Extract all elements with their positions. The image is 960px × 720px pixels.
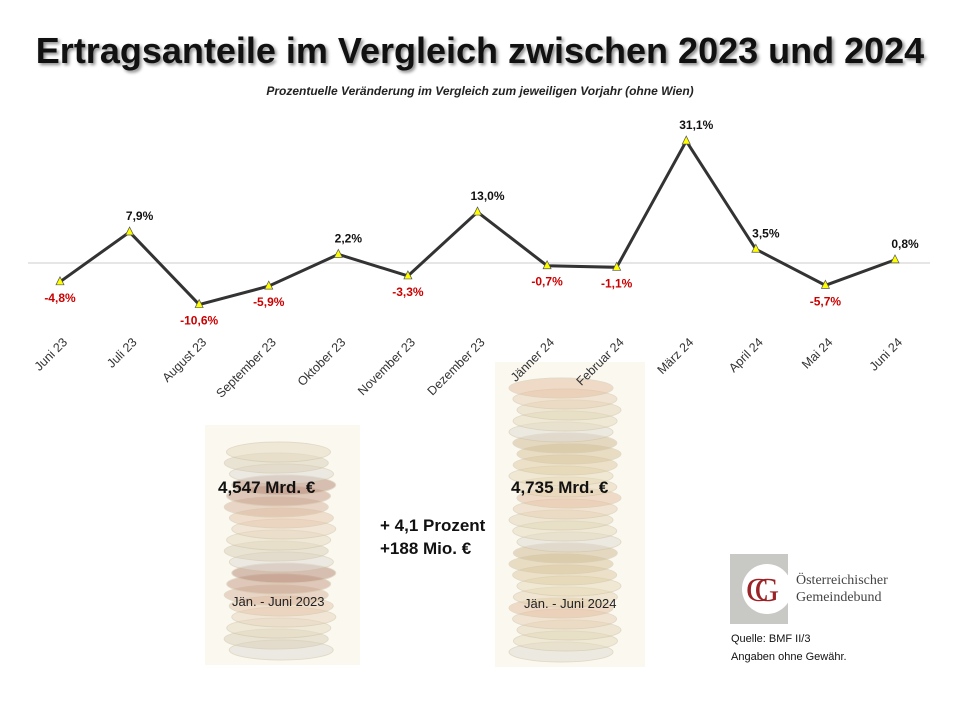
data-label: 31,1%: [679, 118, 713, 132]
x-tick-label: Februar 24: [574, 335, 627, 388]
data-label: 3,5%: [752, 226, 780, 240]
data-label: -1,1%: [601, 276, 633, 290]
data-label: -0,7%: [531, 275, 563, 289]
x-tick-label: April 24: [726, 335, 766, 375]
data-label: 13,0%: [470, 189, 504, 203]
data-point-marker: [681, 135, 691, 145]
x-tick-label: September 23: [213, 335, 278, 400]
logo-text-line2: Gemeindebund: [796, 590, 882, 605]
x-tick-label: August 23: [160, 335, 210, 385]
data-label: -5,7%: [810, 294, 842, 308]
data-point-marker: [125, 226, 135, 236]
data-point-marker: [333, 248, 343, 258]
data-point-marker: [820, 279, 830, 289]
data-point-marker: [264, 280, 274, 290]
coin: [225, 441, 331, 463]
x-tick-label: Juni 23: [32, 335, 70, 373]
right-period: Jän. - Juni 2024: [524, 596, 617, 611]
line-chart: -4,8% Juni 23 7,9% Juli 23 -10,6% August 23 -5…: [28, 118, 930, 401]
x-tick-label: Oktober 23: [295, 335, 349, 389]
x-tick-label: Juli 23: [104, 335, 139, 370]
x-tick-label: März 24: [655, 335, 697, 377]
left-amount: 4,547 Mrd. €: [218, 478, 316, 497]
data-label: 7,9%: [126, 209, 154, 223]
data-point-marker: [751, 243, 761, 253]
data-point-marker: [890, 254, 900, 264]
change-percent: + 4,1 Prozent: [380, 516, 486, 535]
right-amount: 4,735 Mrd. €: [511, 478, 609, 497]
x-tick-label: Dezember 23: [425, 335, 488, 398]
data-label: -5,9%: [253, 295, 285, 309]
data-label: 0,8%: [891, 237, 919, 251]
change-absolute: +188 Mio. €: [380, 539, 472, 558]
data-label: -10,6%: [180, 314, 218, 328]
data-point-marker: [542, 259, 552, 270]
data-point-marker: [55, 276, 65, 286]
x-tick-label: November 23: [355, 335, 418, 398]
data-point-marker: [403, 270, 413, 280]
disclaimer-line: Angaben ohne Gewähr.: [731, 651, 847, 663]
x-tick-label: Juni 24: [867, 335, 905, 373]
coin: [508, 377, 614, 399]
logo-text-line1: Österreichischer: [796, 573, 888, 588]
data-label: 2,2%: [335, 231, 363, 245]
logo: CG: [730, 554, 792, 624]
left-period: Jän. - Juni 2023: [232, 594, 325, 609]
x-tick-label: Mai 24: [799, 335, 835, 371]
chart-title: Ertragsanteile im Vergleich zwischen 202…: [35, 30, 925, 71]
source-line: Quelle: BMF II/3: [731, 633, 811, 645]
data-label: -3,3%: [392, 285, 424, 299]
data-point-marker: [194, 298, 204, 308]
data-point-marker: [612, 261, 622, 271]
chart-subtitle: Prozentuelle Veränderung im Vergleich zu…: [266, 84, 694, 98]
data-label: -4,8%: [44, 291, 76, 305]
x-tick-label: Jänner 24: [508, 335, 557, 384]
data-point-marker: [472, 206, 483, 216]
series-line: [59, 138, 896, 307]
